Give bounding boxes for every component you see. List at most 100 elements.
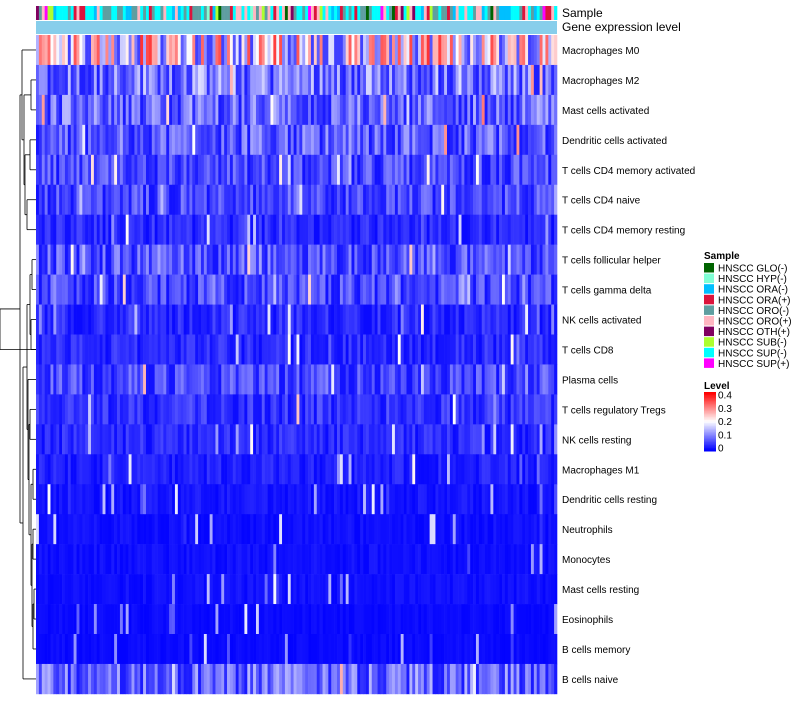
heatmap-cell [374,424,378,455]
heatmap-cell [250,574,254,605]
heatmap-cell [528,364,532,395]
heatmap-cell [351,184,355,215]
heatmap-cell [513,244,517,275]
heatmap-cell [62,35,66,66]
heatmap-cell [322,484,326,515]
heatmap-cell [203,334,208,365]
heatmap-cell [412,244,416,275]
heatmap-cell [227,604,231,635]
heatmap-cell [102,334,106,365]
heatmap-cell [44,663,48,695]
heatmap-cell [394,334,399,365]
heatmap-cell [392,394,396,425]
heatmap-cell [415,35,419,66]
sample-annotation-cell [235,6,239,20]
heatmap-cell [105,574,109,605]
heatmap-cell [357,64,361,96]
heatmap-cell [38,663,43,695]
heatmap-cell [308,574,312,605]
heatmap-cell [464,634,468,665]
heatmap-cell [122,663,127,695]
heatmap-cell [264,634,268,665]
heatmap-cell [342,604,347,635]
heatmap-cell [154,304,158,335]
heatmap-cell [383,394,387,425]
sample-annotation-cell [351,6,355,20]
heatmap-cell [339,184,344,215]
heatmap-cell [525,634,529,665]
heatmap-cell [247,484,251,515]
heatmap-cell [64,394,69,425]
heatmap-cell [316,424,320,455]
heatmap-cell [507,124,511,156]
heatmap-cell [380,94,384,126]
sample-annotation-cell [530,6,535,20]
heatmap-cell [47,454,51,485]
sample-annotation-cell [119,6,124,20]
heatmap-cell [53,394,57,425]
heatmap-cell [47,94,51,126]
heatmap-cell [542,64,546,96]
heatmap-cell [114,154,118,186]
row-label: T cells CD4 memory resting [562,226,685,237]
heatmap-cell [195,514,199,545]
heatmap-cell [111,274,115,305]
heatmap-cell [513,184,517,215]
heatmap-cell [56,244,60,275]
heatmap-cell [548,604,552,635]
heatmap-cell [429,274,433,305]
heatmap-cell [151,663,155,695]
heatmap-cell [134,574,138,605]
heatmap-cell [342,334,347,365]
heatmap-cell [299,154,303,186]
heatmap-cell [287,124,292,156]
heatmap-cell [533,154,538,186]
heatmap-cell [403,214,407,245]
heatmap-cell [478,244,483,275]
heatmap-cell [551,424,555,455]
sample-annotation-cell [325,6,329,20]
heatmap-cell [258,214,263,245]
heatmap-cell [490,124,494,156]
heatmap-cell [389,214,393,245]
heatmap-cell [412,424,416,455]
heatmap-cell [516,604,520,635]
heatmap-cell [490,424,494,455]
heatmap-cell [334,364,338,395]
heatmap-cell [238,214,242,245]
heatmap-cell [493,364,497,395]
heatmap-cell [174,424,179,455]
heatmap-cell [253,544,257,575]
heatmap-cell [478,634,483,665]
heatmap-cell [50,35,54,66]
heatmap-cell [487,184,491,215]
heatmap-cell [88,574,92,605]
heatmap-cell [273,154,277,186]
heatmap-cell [224,214,228,245]
heatmap-cell [444,394,448,425]
heatmap-cell [76,424,80,455]
heatmap-cell [363,214,367,245]
heatmap-cell [342,544,347,575]
heatmap-cell [85,604,89,635]
heatmap-cell [62,124,66,156]
heatmap-cell [374,304,378,335]
sample-annotation-cell [212,6,216,20]
heatmap-cell [140,364,144,395]
heatmap-cell [79,394,83,425]
heatmap-cell [412,364,416,395]
heatmap-cell [145,604,150,635]
heatmap-cell [504,574,509,605]
sample-annotation-cell [195,6,199,20]
heatmap-cell [339,214,344,245]
heatmap-cell [172,334,176,365]
heatmap-cell [519,394,523,425]
level-legend-gradient-step [704,431,716,434]
heatmap-cell [305,604,309,635]
heatmap-cell [108,604,112,635]
heatmap-cell [516,514,520,545]
heatmap-cell [125,94,129,126]
heatmap-cell [111,484,115,515]
heatmap-cell [279,634,283,665]
heatmap-cell [371,214,375,245]
